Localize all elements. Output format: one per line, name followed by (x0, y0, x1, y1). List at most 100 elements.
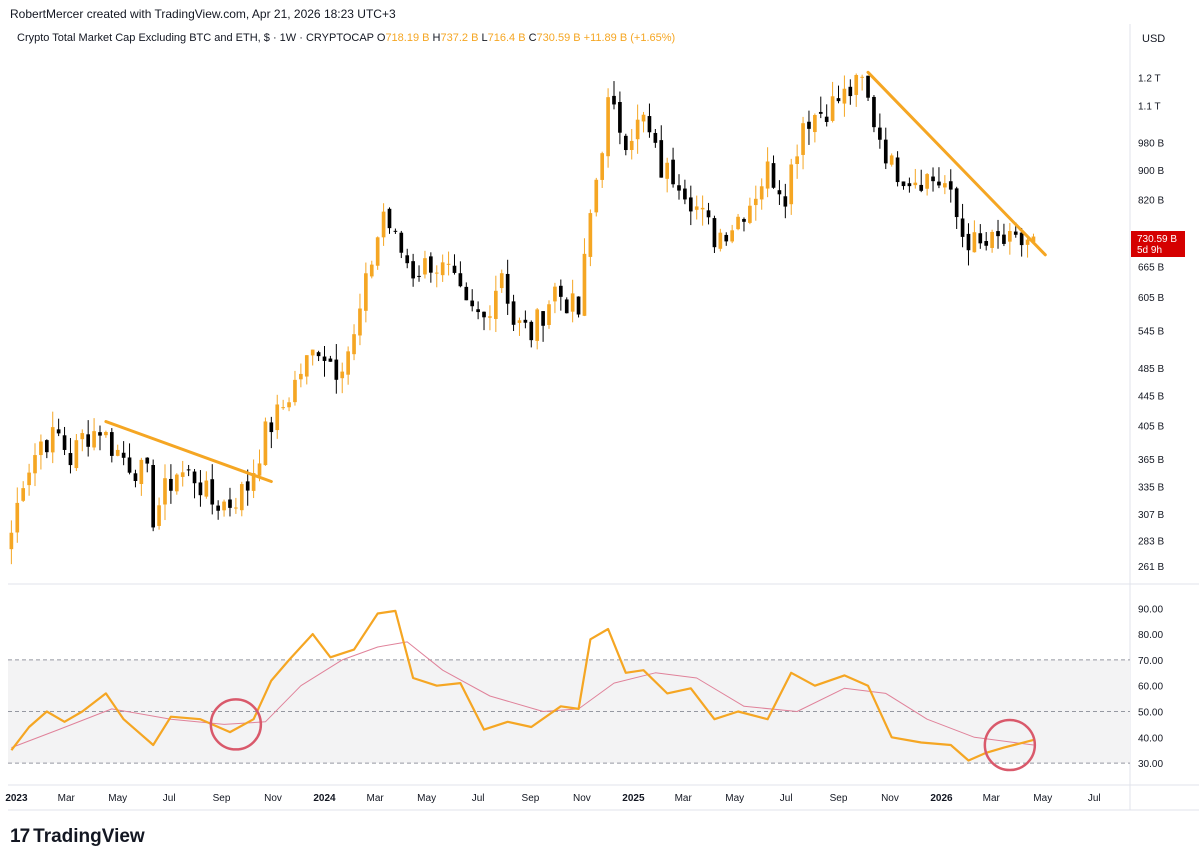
price-tick-label: 820 B (1138, 196, 1164, 207)
candle-body (511, 301, 516, 325)
candle-body (688, 197, 693, 212)
candle-body (671, 159, 675, 185)
candle-body (706, 210, 711, 218)
open-label: O (376, 32, 386, 44)
candle-body (795, 156, 799, 164)
candle-body (541, 311, 545, 326)
tradingview-logo-icon: 17 (10, 826, 30, 847)
candle-body (854, 75, 859, 95)
candle-body (316, 352, 321, 357)
candle-body (133, 473, 138, 481)
rsi-tick-label: 80.00 (1138, 630, 1163, 641)
candle-body (27, 472, 31, 486)
time-tick-label: 2026 (930, 793, 953, 804)
candle-body (984, 241, 989, 246)
candle-body (872, 96, 876, 128)
candle-body (943, 183, 947, 188)
candle-body (494, 290, 498, 319)
rsi-tick-label: 30.00 (1138, 759, 1163, 770)
candle-body (683, 188, 687, 200)
candle-body (659, 140, 664, 178)
candle-body (1019, 232, 1024, 246)
candle-body (174, 474, 179, 492)
candle-body (245, 481, 250, 491)
candle-body (104, 431, 108, 436)
close-value: 730.59 B (536, 32, 581, 44)
time-tick-label: May (108, 793, 127, 804)
candle-body (505, 273, 510, 304)
candle-body (807, 121, 811, 129)
candle-body (860, 76, 864, 78)
rsi-lines (10, 609, 1034, 762)
candle-body (115, 449, 120, 456)
candle-body (830, 96, 835, 121)
tradingview-brand[interactable]: 17 TradingView (10, 826, 145, 848)
candle-body (878, 127, 882, 140)
candle-body (919, 184, 924, 191)
candle-body (399, 232, 404, 253)
candle-body (948, 181, 953, 190)
price-tick-label: 405 B (1138, 421, 1164, 432)
candle-body (109, 432, 114, 456)
currency-label[interactable]: USD (1142, 33, 1166, 45)
candle-body (98, 432, 102, 436)
chart-credit: RobertMercer created with TradingView.co… (10, 7, 396, 21)
candle-body (92, 431, 96, 448)
candle-body (694, 206, 699, 210)
time-tick-label: 2025 (622, 793, 645, 804)
candle-body (547, 304, 551, 325)
candle-body (287, 402, 291, 408)
candle-body (937, 181, 941, 186)
candle-body (33, 455, 37, 474)
candle-body (724, 234, 729, 242)
candle-body (127, 457, 132, 473)
candle-body (990, 231, 994, 248)
candle-body (352, 334, 356, 355)
close-label: C (528, 32, 537, 44)
candle-body (866, 75, 870, 98)
candle-body (913, 182, 918, 186)
candle-body (163, 478, 167, 505)
time-tick-label: Jul (1088, 793, 1101, 804)
time-tick-label: Jul (163, 793, 176, 804)
candle-body (883, 139, 888, 164)
candle-body (62, 435, 67, 450)
candle-body (21, 488, 26, 501)
candle-body (328, 358, 333, 362)
candle-body (901, 181, 906, 187)
candle-body (216, 505, 220, 511)
rsi-line (10, 609, 1034, 762)
candle-body (358, 308, 362, 336)
candle-body (293, 379, 297, 403)
open-value: 718.19 B (385, 32, 430, 44)
candle-body (393, 230, 398, 232)
candle-body (488, 316, 492, 318)
candle-body (80, 433, 85, 440)
candle-body (499, 273, 504, 289)
candle-body (777, 190, 782, 195)
rsi-tick-label: 60.00 (1138, 682, 1163, 693)
candle-body (925, 174, 929, 189)
candle-body (482, 311, 486, 318)
candle-body (364, 273, 368, 311)
candle-body (464, 286, 469, 301)
candle-body (736, 216, 740, 230)
candle-body (1002, 234, 1006, 244)
candle-body (299, 373, 303, 380)
candle-body (753, 198, 758, 206)
price-tick-label: 1.2 T (1138, 74, 1161, 85)
trendlines (104, 70, 1047, 484)
candle-body (369, 264, 374, 277)
candle-body (895, 157, 900, 183)
candle-body (748, 205, 752, 223)
candle-body (824, 116, 829, 122)
candle-body (210, 479, 215, 505)
candle-body (960, 218, 965, 237)
candle-body (15, 502, 20, 533)
candle-body (204, 480, 209, 497)
highlight-circle (209, 698, 263, 751)
symbol-title[interactable]: Crypto Total Market Cap Excluding BTC an… (17, 32, 374, 44)
candle-body (523, 319, 528, 323)
candle-body (151, 465, 156, 528)
